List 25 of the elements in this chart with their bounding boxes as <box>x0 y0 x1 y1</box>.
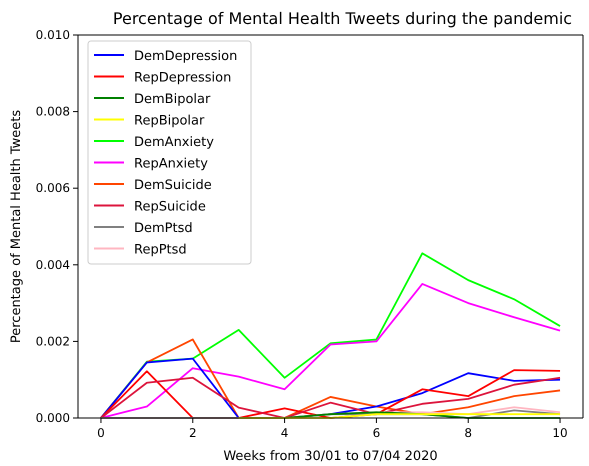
x-tick-label: 8 <box>464 426 472 440</box>
x-tick-label: 10 <box>552 426 568 440</box>
legend-label: DemAnxiety <box>134 135 214 150</box>
legend-label: DemPtsd <box>134 221 193 236</box>
y-tick-label: 0.002 <box>36 334 70 348</box>
y-tick-label: 0.004 <box>36 258 70 272</box>
x-tick-label: 4 <box>280 426 288 440</box>
y-tick-label: 0.010 <box>36 28 70 42</box>
chart-title: Percentage of Mental Health Tweets during the pandemic <box>112 9 572 28</box>
y-tick-label: 0.008 <box>36 104 70 119</box>
legend-label: RepAnxiety <box>134 156 208 172</box>
legend-label: RepSuicide <box>134 200 206 214</box>
x-tick-label: 0 <box>97 426 105 440</box>
legend-label: DemSuicide <box>134 178 212 193</box>
legend-label: DemDepression <box>134 49 238 64</box>
x-axis-title: Weeks from 30/01 to 07/04 2020 <box>223 449 438 464</box>
y-axis-title: Percentage of Mental Health Tweets <box>9 110 24 344</box>
x-tick-label: 2 <box>188 426 197 440</box>
x-tick-label: 6 <box>372 426 380 440</box>
legend-label: RepBipolar <box>134 114 206 128</box>
legend-label: RepPtsd <box>134 242 187 258</box>
legend-label: DemBipolar <box>134 92 211 107</box>
y-tick-label: 0.000 <box>36 411 70 425</box>
legend-label: RepDepression <box>134 70 232 86</box>
y-tick-label: 0.006 <box>36 181 70 196</box>
